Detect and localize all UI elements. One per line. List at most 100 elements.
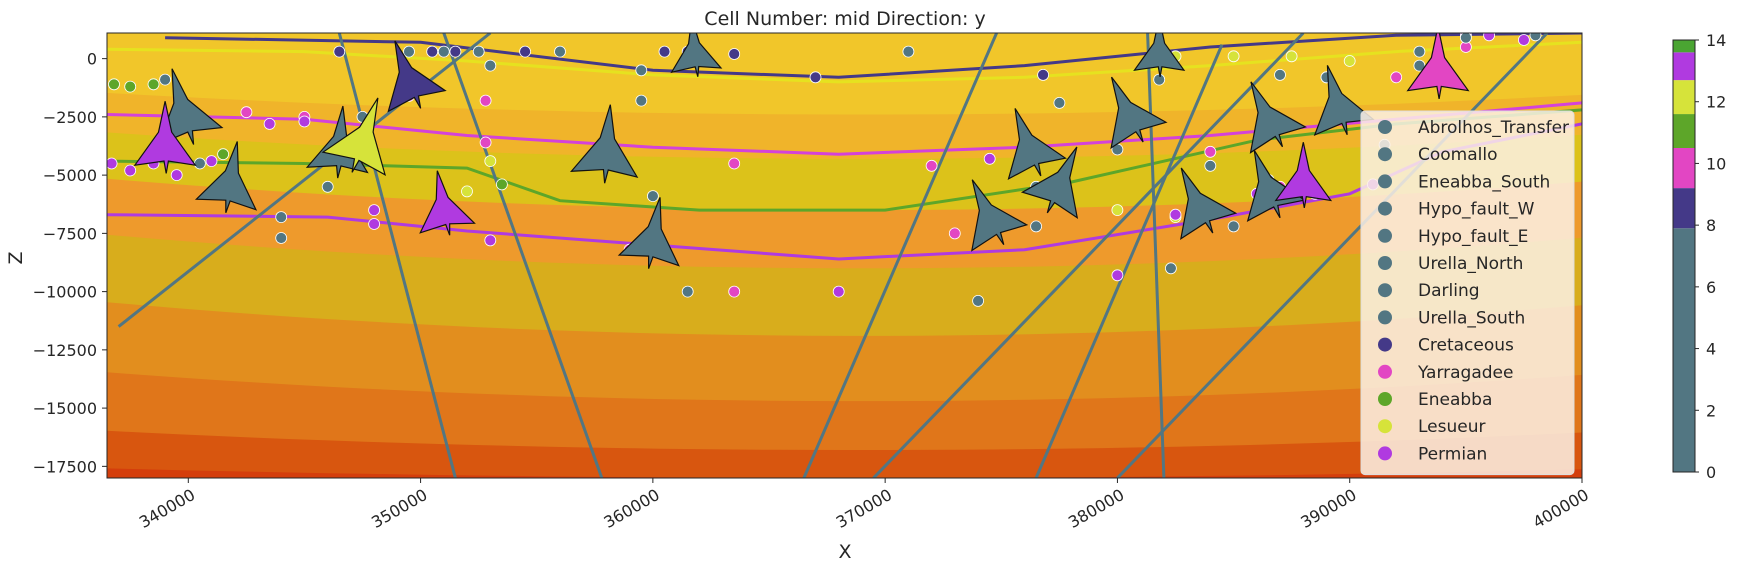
surface-point-faults (1274, 69, 1286, 81)
legend-marker (1378, 337, 1392, 352)
surface-point-faults (193, 157, 206, 170)
surface-point-faults (1413, 59, 1426, 72)
surface-point-faults (647, 190, 659, 203)
orientation-marker (321, 97, 387, 176)
surface-point-yarragadee (728, 285, 741, 298)
colorbar-segment (1673, 52, 1695, 81)
horizon-lines (107, 33, 1582, 261)
fault-line-hypo-fault-w (802, 33, 998, 478)
surface-point-lesueur (1227, 50, 1240, 63)
chart-title: Cell Number: mid Direction: y (704, 8, 985, 30)
orientation-marker (1249, 81, 1307, 154)
surface-point-faults (1053, 97, 1066, 109)
colorbar-frame (1672, 39, 1696, 473)
orientation-marker (1133, 33, 1186, 78)
fault-line-urella-north (1034, 44, 1224, 478)
colorbar-tick-label: 12 (1706, 93, 1726, 112)
x-tick-label: 350000 (368, 485, 430, 532)
surface-point-faults (681, 285, 694, 298)
y-tick-label: −12500 (33, 341, 97, 360)
surface-point-yarragadee (479, 94, 492, 107)
legend-label: Urella_South (1418, 308, 1525, 328)
colorbar-tick-label: 6 (1706, 278, 1716, 297)
x-tick-label: 390000 (1297, 485, 1359, 532)
colorbar-tick-label: 8 (1706, 216, 1716, 235)
surface-point-faults (472, 45, 485, 58)
surface-point-yarragadee (240, 106, 253, 119)
band-7 (107, 430, 1582, 478)
surface-point-permian (368, 218, 381, 230)
legend-box (1360, 110, 1575, 476)
colorbar-tick-label: 2 (1706, 401, 1716, 420)
surface-point-permian (1111, 269, 1124, 282)
x-tick-label: 340000 (136, 485, 198, 532)
colorbar-tick-label: 14 (1706, 31, 1726, 50)
legend-label: Hypo_fault_E (1418, 227, 1528, 247)
orientation-marker (133, 101, 197, 174)
surface-point-permian (107, 157, 118, 170)
surface-point-faults (902, 45, 915, 58)
fault-line-coomallo (337, 33, 457, 478)
surface-point-permian (983, 152, 996, 165)
surface-point-yarragadee (948, 227, 961, 240)
orientation-marker (1274, 142, 1333, 209)
fault-lines (117, 33, 1549, 478)
x-tick-label: 400000 (1530, 485, 1592, 532)
surface-point-cretaceous (426, 45, 439, 58)
surface-point-faults (1030, 220, 1042, 233)
fault-line-hypo-fault-e (872, 33, 1305, 478)
y-tick-label: −5000 (43, 166, 97, 185)
colorbar-segment (1673, 114, 1695, 148)
surface-point-faults (159, 73, 172, 86)
colorbar-tick-label: 4 (1706, 340, 1716, 359)
surface-point-cretaceous (449, 45, 462, 58)
surface-point-faults (554, 45, 566, 58)
colorbar-segment (1673, 148, 1695, 189)
x-tick-label: 380000 (1065, 485, 1127, 532)
legend-label: Urella_North (1418, 254, 1523, 274)
surface-point-yarragadee (1390, 71, 1403, 84)
surface-point-lesueur (1343, 55, 1356, 67)
legend-marker (1378, 310, 1392, 325)
surface-point-permian (124, 164, 137, 177)
legend-marker (1378, 446, 1392, 461)
orientation-marker (569, 104, 639, 184)
band-8 (107, 468, 1582, 478)
orientation-marker (1313, 65, 1375, 137)
orientation-marker (971, 179, 1029, 252)
y-tick-label: −2500 (43, 108, 97, 127)
plot-area (107, 33, 1582, 478)
colorbar-segment (1673, 40, 1695, 53)
legend-label: Coomallo (1418, 145, 1498, 165)
surface-point-permian (1518, 34, 1530, 46)
surface-point-faults (275, 211, 288, 224)
legend-marker (1378, 283, 1392, 298)
orientation-marker (617, 197, 680, 269)
legend-marker (1378, 120, 1392, 134)
surface-point-permian (170, 169, 183, 182)
y-tick-label: −15000 (33, 399, 97, 418)
colorbar-segment (1673, 228, 1695, 472)
horizon-line-eneabba (107, 108, 1582, 212)
fault-line-eneabba-south (442, 33, 604, 478)
surface-point-permian (368, 204, 381, 217)
y-axis-label: Z (5, 251, 27, 264)
orientation-marker (419, 170, 476, 236)
orientation-marker (1020, 146, 1079, 220)
x-tick-label: 370000 (833, 485, 895, 532)
surface-point-cretaceous (809, 71, 822, 84)
fault-line-urella-south (1116, 33, 1549, 478)
surface-point-lesueur (1285, 50, 1298, 63)
x-tick-label: 360000 (600, 485, 662, 532)
legend-label: Lesueur (1418, 417, 1486, 437)
surface-point-eneabba (147, 78, 160, 91)
legend-label: Abrolhos_Transfer (1418, 118, 1569, 138)
y-axis: 0 −2500 −5000 −7500 −10000 −12500 −15000 −17500 (33, 50, 107, 476)
legend-marker (1378, 228, 1392, 243)
legend-label: Eneabba_South (1418, 172, 1550, 192)
surface-point-cretaceous (1037, 69, 1049, 81)
legend-label: Permian (1418, 444, 1487, 464)
surface-point-faults (1529, 33, 1542, 42)
legend-label: Cretaceous (1418, 336, 1514, 356)
orientation-marker (387, 40, 447, 113)
